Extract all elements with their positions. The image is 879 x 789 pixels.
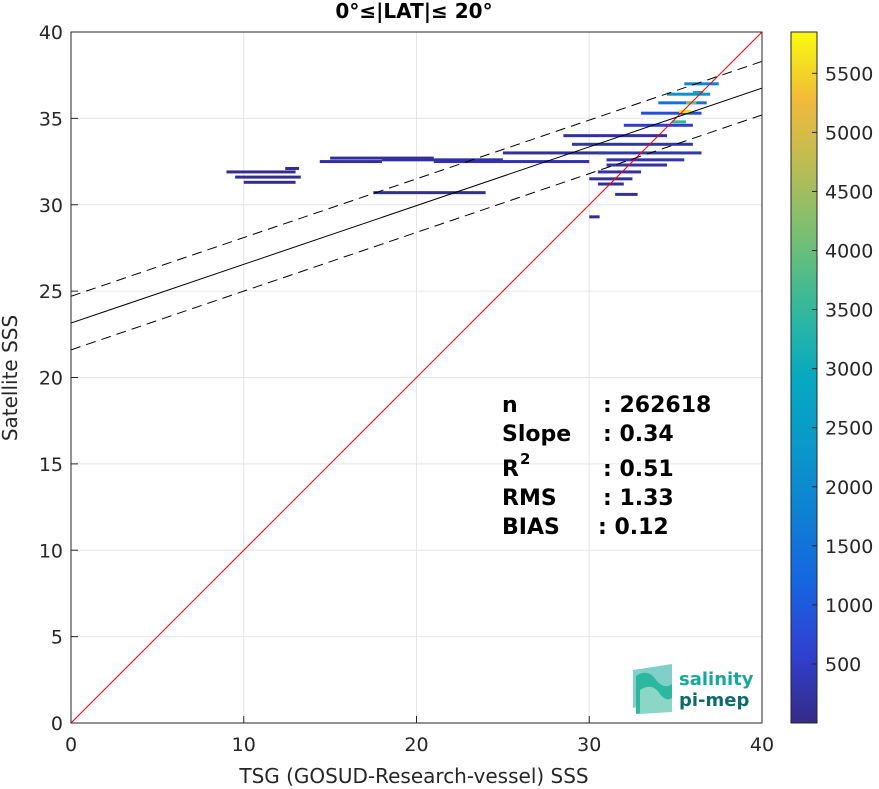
stat-bias-label: BIAS	[502, 515, 560, 540]
density-cell	[319, 160, 382, 164]
colorbar-tick-label: 5000	[825, 122, 873, 144]
logo-text-salinity: salinity	[679, 669, 754, 690]
chart-title: 0°≤|LAT|≤ 20°	[335, 0, 492, 23]
colorbar-tick-label: 3000	[825, 359, 873, 381]
density-cell	[502, 151, 607, 155]
salinity-pi-mep-logo: salinity pi-mep	[633, 664, 754, 714]
density-cell	[589, 215, 600, 219]
stat-rms-value: : 1.33	[603, 486, 674, 511]
density-cell	[641, 111, 702, 115]
colorbar-ticks: 500 1000 1500 2000 2500 3000 3500 4000 4500 5000 5…	[812, 63, 873, 676]
density-cell	[433, 160, 590, 164]
stat-rms-label: RMS	[502, 486, 557, 511]
logo-text-pi-mep: pi-mep	[679, 690, 749, 711]
x-tick-label: 10	[232, 734, 256, 756]
stat-r2-label: R	[502, 457, 519, 482]
y-tick-label: 10	[39, 540, 63, 562]
regression-line	[71, 87, 762, 324]
stat-r2-value: : 0.51	[603, 457, 674, 482]
density-cell	[563, 134, 667, 138]
density-cell	[623, 123, 693, 127]
density-cell	[226, 170, 296, 174]
colorbar-tick-label: 4500	[825, 181, 873, 203]
y-tick-label: 5	[51, 627, 63, 649]
density-cell	[597, 182, 624, 186]
density-cell	[666, 92, 711, 96]
density-cell	[658, 101, 707, 105]
density-cell	[672, 120, 686, 124]
colorbar-tick-label: 2000	[825, 477, 873, 499]
density-cell	[285, 166, 300, 170]
y-tick-label: 35	[39, 108, 63, 130]
density-cell	[589, 177, 633, 181]
colorbar-tick-label: 2500	[825, 418, 873, 440]
y-axis-ticks: 0 5 10 15 20 25 30 35 40	[39, 22, 78, 735]
colorbar-tick-label: 3500	[825, 300, 873, 322]
y-tick-label: 0	[51, 713, 63, 735]
x-axis-ticks: 0 10 20 30 40	[65, 716, 774, 756]
stat-bias-value: : 0.12	[598, 515, 669, 540]
colorbar-tick-label: 5500	[825, 63, 873, 85]
colorbar-tick-label: 1000	[825, 595, 873, 617]
wave-logo-icon	[633, 664, 672, 714]
density-cell	[606, 163, 667, 167]
colorbar-gradient	[790, 31, 818, 724]
density-cell	[692, 90, 704, 94]
stat-slope-value: : 0.34	[603, 422, 674, 447]
regression-lower-line	[71, 114, 762, 351]
x-tick-label: 0	[65, 734, 77, 756]
y-tick-label: 15	[39, 454, 63, 476]
density-cell	[606, 158, 685, 162]
density-cell	[571, 142, 693, 146]
density-cell	[597, 170, 642, 174]
x-tick-label: 40	[750, 734, 774, 756]
density-cell	[679, 109, 692, 113]
identity-line	[71, 32, 762, 723]
stat-r2-sup: 2	[520, 450, 530, 468]
x-tick-label: 20	[404, 734, 428, 756]
regression-upper-line	[71, 60, 762, 297]
colorbar-tick-label: 4000	[825, 241, 873, 263]
density-cell	[373, 191, 486, 195]
colorbar-tick-label: 500	[825, 654, 861, 676]
density-cell	[615, 192, 638, 196]
x-axis-title: TSG (GOSUD-Research-vessel) SSS	[238, 764, 588, 788]
y-tick-label: 20	[39, 368, 63, 390]
colorbar-tick-label: 1500	[825, 536, 873, 558]
y-tick-label: 30	[39, 195, 63, 217]
stats-block: n : 262618 Slope : 0.34 R 2 : 0.51 RMS :…	[502, 393, 711, 540]
density-cell	[235, 175, 301, 179]
stat-n-label: n	[502, 393, 518, 418]
colorbar: 500 1000 1500 2000 2500 3000 3500 4000 4500 5000 5…	[790, 31, 873, 724]
x-tick-label: 30	[577, 734, 601, 756]
density-cell	[243, 180, 296, 184]
y-axis-title: Satellite SSS	[0, 315, 22, 441]
density-cell	[381, 158, 503, 162]
stat-n-value: : 262618	[603, 393, 711, 418]
density-cell	[684, 82, 719, 86]
y-tick-label: 25	[39, 281, 63, 303]
density-cell	[330, 156, 434, 160]
stat-slope-label: Slope	[502, 422, 571, 447]
y-tick-label: 40	[39, 22, 63, 44]
fit-lines	[71, 32, 762, 723]
